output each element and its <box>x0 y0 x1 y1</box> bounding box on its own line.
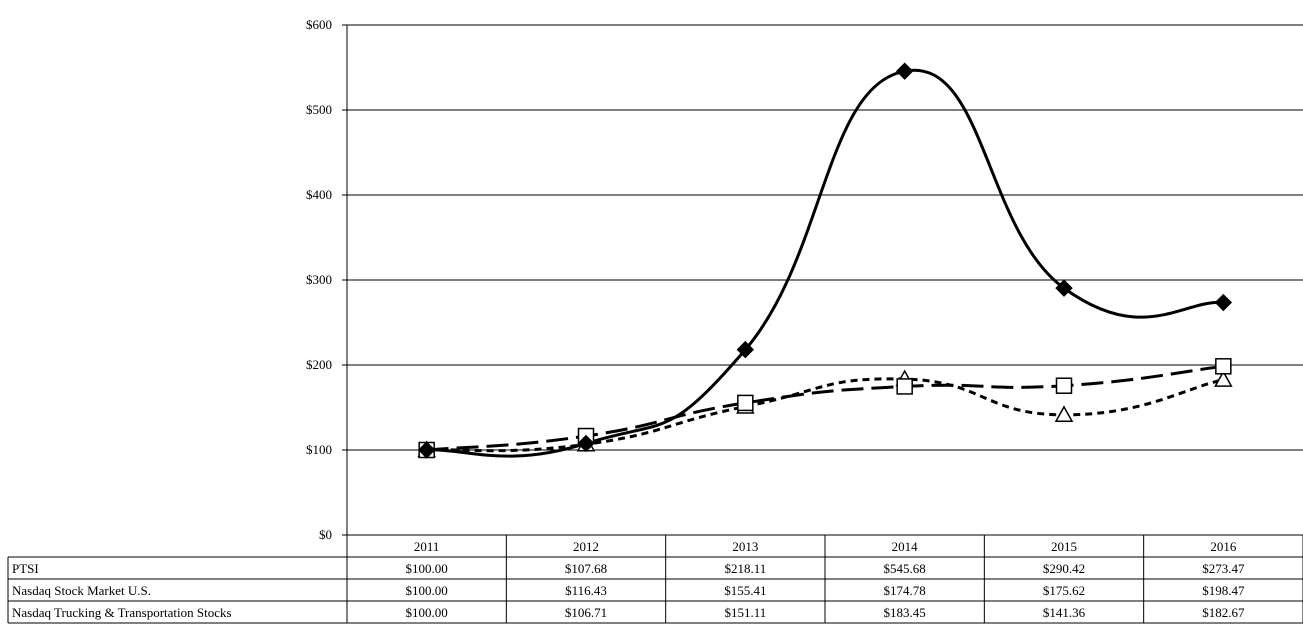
marker-diamond-2014 <box>895 62 914 80</box>
data-label-2013: $155.41 <box>724 583 766 598</box>
series-line-square <box>426 364 1224 452</box>
data-label-2014: $545.68 <box>884 561 926 576</box>
data-label-2015: $290.42 <box>1043 561 1085 576</box>
marker-diamond-2013 <box>736 340 755 359</box>
data-label-2013: $218.11 <box>724 561 766 576</box>
x-tick-label-2016: 2016 <box>1210 539 1237 554</box>
marker-diamond-2011 <box>417 441 436 459</box>
y-tick-label: $300 <box>306 272 332 287</box>
x-tick-label-2011: 2011 <box>414 539 440 554</box>
y-tick-label: $500 <box>306 102 332 117</box>
data-label-2012: $116.43 <box>565 583 607 598</box>
data-label-2011: $100.00 <box>406 561 448 576</box>
gridlines <box>347 24 1303 536</box>
data-label-2016: $273.47 <box>1202 561 1245 576</box>
series-line-diamond <box>426 68 1224 458</box>
data-label-2012: $107.68 <box>565 561 607 576</box>
series-lines <box>426 68 1224 458</box>
data-label-2011: $100.00 <box>406 583 448 598</box>
marker-triangle-2015 <box>1054 405 1074 422</box>
data-label-2013: $151.11 <box>724 605 766 620</box>
y-tick-label: $0 <box>319 527 332 542</box>
y-tick-label: $600 <box>306 17 332 32</box>
marker-diamond-2012 <box>577 434 595 453</box>
data-label-2014: $183.45 <box>884 605 926 620</box>
y-tick-label: $100 <box>306 442 332 457</box>
data-table: 2011 2012 2013 2014 2015 2016 PTSI $100.00 $107.… <box>7 534 1303 624</box>
x-tick-label-2015: 2015 <box>1051 539 1077 554</box>
data-label-2014: $174.78 <box>884 583 926 598</box>
x-tick-label-2013: 2013 <box>732 539 758 554</box>
marker-square-2015 <box>1055 377 1073 394</box>
marker-square-2013 <box>737 394 754 412</box>
series-markers <box>417 62 1233 459</box>
marker-diamond-2016 <box>1214 293 1233 312</box>
x-tick-label-2014: 2014 <box>892 539 919 554</box>
data-label-2016: $182.67 <box>1202 605 1245 620</box>
data-label-2011: $100.00 <box>406 605 448 620</box>
legend-series-name: PTSI <box>12 561 39 576</box>
data-label-2016: $198.47 <box>1202 583 1245 598</box>
marker-triangle-2016 <box>1214 370 1233 387</box>
data-label-2015: $175.62 <box>1043 583 1085 598</box>
y-axis: $0 $100 $200 $300 $400 $500 $600 <box>306 17 348 542</box>
marker-square-2014 <box>896 378 913 395</box>
legend-series-name: Nasdaq Trucking & Transportation Stocks <box>12 605 232 620</box>
marker-square-2016 <box>1215 358 1232 375</box>
legend-series-name: Nasdaq Stock Market U.S. <box>12 583 151 598</box>
x-tick-label-2012: 2012 <box>573 539 599 554</box>
data-label-2012: $106.71 <box>565 605 607 620</box>
marker-diamond-2015 <box>1055 279 1073 297</box>
y-tick-label: $400 <box>306 187 332 202</box>
y-tick-label: $200 <box>306 357 332 372</box>
data-label-2015: $141.36 <box>1043 605 1086 620</box>
